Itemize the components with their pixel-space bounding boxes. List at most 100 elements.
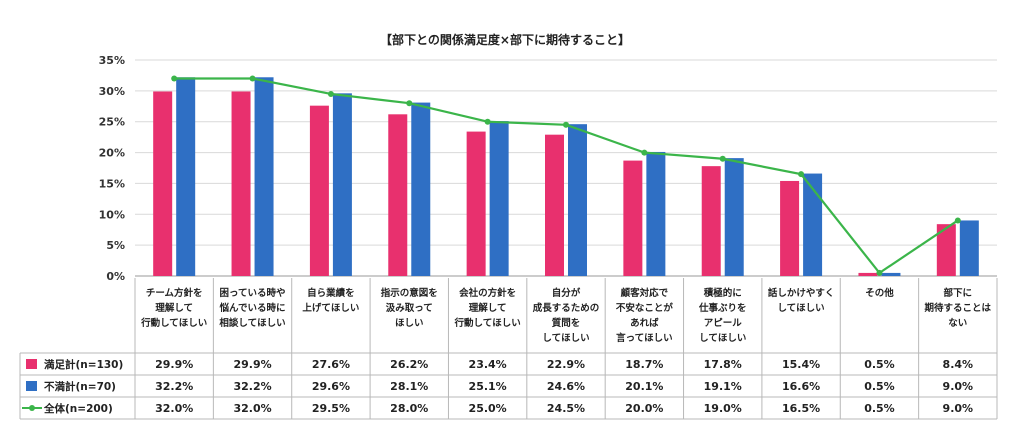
bar-dissatisfied xyxy=(724,158,744,276)
total-point xyxy=(641,149,648,156)
y-axis: 0% 5% 10% 15% 20% 25% 30% 35% xyxy=(99,54,125,283)
bar-satisfied xyxy=(780,180,800,276)
data-value: 24.5% xyxy=(547,402,585,415)
data-value: 19.0% xyxy=(704,402,742,415)
bar-satisfied xyxy=(858,272,878,276)
category-label: 行動してほしい xyxy=(140,317,207,329)
bar-dissatisfied xyxy=(332,93,352,276)
category-label: 自ら業績を xyxy=(307,287,355,299)
grid xyxy=(135,59,997,277)
category-label: 質問を xyxy=(552,317,581,329)
bar-dissatisfied xyxy=(568,124,587,276)
bar-satisfied xyxy=(936,224,956,276)
total-point xyxy=(406,100,413,107)
data-value: 29.6% xyxy=(312,380,350,393)
legend-label: 全体(n=200) xyxy=(43,402,113,415)
bars xyxy=(153,77,979,277)
data-value: 32.0% xyxy=(155,402,193,415)
total-line xyxy=(171,75,961,276)
category-label: 言ってほしい xyxy=(616,332,673,344)
data-value: 9.0% xyxy=(943,402,974,415)
category-label: 悩んでいる時に xyxy=(219,302,286,314)
data-value: 23.4% xyxy=(469,358,507,371)
data-value: 27.6% xyxy=(312,358,350,371)
category-label: 行動してほしい xyxy=(454,317,521,329)
legend-swatch xyxy=(26,381,37,391)
data-value: 16.6% xyxy=(782,380,820,393)
data-value: 18.7% xyxy=(625,358,663,371)
y-tick-label: 35% xyxy=(99,54,125,67)
category-label: 汲み取って xyxy=(386,302,433,314)
data-value: 32.2% xyxy=(233,380,271,393)
data-value: 29.9% xyxy=(155,358,193,371)
data-value: 32.0% xyxy=(233,402,271,415)
data-value: 25.0% xyxy=(469,402,507,415)
bar-dissatisfied xyxy=(254,77,274,276)
y-tick-label: 20% xyxy=(99,147,125,160)
data-value: 28.0% xyxy=(390,402,428,415)
bar-satisfied xyxy=(623,160,643,276)
legend-swatch-dot xyxy=(29,405,35,411)
total-point xyxy=(719,155,726,162)
category-label: してほしい xyxy=(699,333,746,344)
total-point xyxy=(954,217,961,224)
bar-dissatisfied xyxy=(646,151,666,276)
bar-dissatisfied xyxy=(411,102,431,276)
category-label: 自分が xyxy=(552,287,581,299)
category-label: 成長するための xyxy=(533,302,600,314)
data-value: 25.1% xyxy=(469,380,507,393)
category-label: 理解して xyxy=(155,302,193,314)
total-point xyxy=(798,171,805,178)
bar-satisfied xyxy=(466,131,486,276)
bar-satisfied xyxy=(545,134,564,276)
data-value: 15.4% xyxy=(782,358,820,371)
category-label: チーム方針を xyxy=(146,287,203,299)
data-value: 8.4% xyxy=(943,358,974,371)
data-value: 32.2% xyxy=(155,380,193,393)
category-label: 仕事ぶりを xyxy=(698,302,747,314)
bar-dissatisfied xyxy=(959,220,979,276)
y-tick-label: 25% xyxy=(99,116,125,129)
data-value: 0.5% xyxy=(864,402,895,415)
data-value: 26.2% xyxy=(390,358,428,371)
data-value: 16.5% xyxy=(782,402,820,415)
category-label: 不安なことが xyxy=(616,302,674,314)
legend-swatch xyxy=(26,359,37,369)
total-line-path xyxy=(174,77,959,275)
y-tick-label: 5% xyxy=(106,239,125,252)
category-label: 部下に xyxy=(944,287,973,299)
bar-dissatisfied xyxy=(881,272,901,276)
total-point xyxy=(563,121,569,128)
y-tick-label: 0% xyxy=(106,270,125,283)
category-label: その他 xyxy=(865,287,894,299)
legend-label: 不満計(n=70) xyxy=(44,380,116,393)
category-label: 積極的に xyxy=(703,287,742,299)
total-point xyxy=(327,90,334,97)
y-tick-label: 15% xyxy=(99,177,125,190)
bar-dissatisfied xyxy=(176,77,196,276)
category-label: 会社の方針を xyxy=(459,287,516,299)
total-point xyxy=(249,75,256,82)
bar-dissatisfied xyxy=(803,173,823,276)
category-label: ほしい xyxy=(395,318,424,329)
category-label: してほしい xyxy=(542,333,589,344)
category-label: アピール xyxy=(704,317,743,329)
data-value: 20.1% xyxy=(625,380,663,393)
total-point xyxy=(171,75,178,82)
data-value: 28.1% xyxy=(390,380,428,393)
category-label: 理解して xyxy=(469,302,507,314)
data-value: 22.9% xyxy=(547,358,585,371)
bar-satisfied xyxy=(309,105,329,276)
total-point xyxy=(876,269,883,276)
data-value: 20.0% xyxy=(625,402,663,415)
bar-satisfied xyxy=(231,91,251,276)
category-label: 顧客対応で xyxy=(621,287,669,299)
category-label: あれば xyxy=(630,317,659,329)
category-label: 上げてほしい xyxy=(302,302,359,314)
chart-title: 【部下との関係満足度×部下に期待すること】 xyxy=(380,32,630,47)
bar-satisfied xyxy=(701,166,721,276)
data-value: 0.5% xyxy=(864,358,895,371)
bar-satisfied xyxy=(153,91,173,276)
data-value: 19.1% xyxy=(704,380,742,393)
